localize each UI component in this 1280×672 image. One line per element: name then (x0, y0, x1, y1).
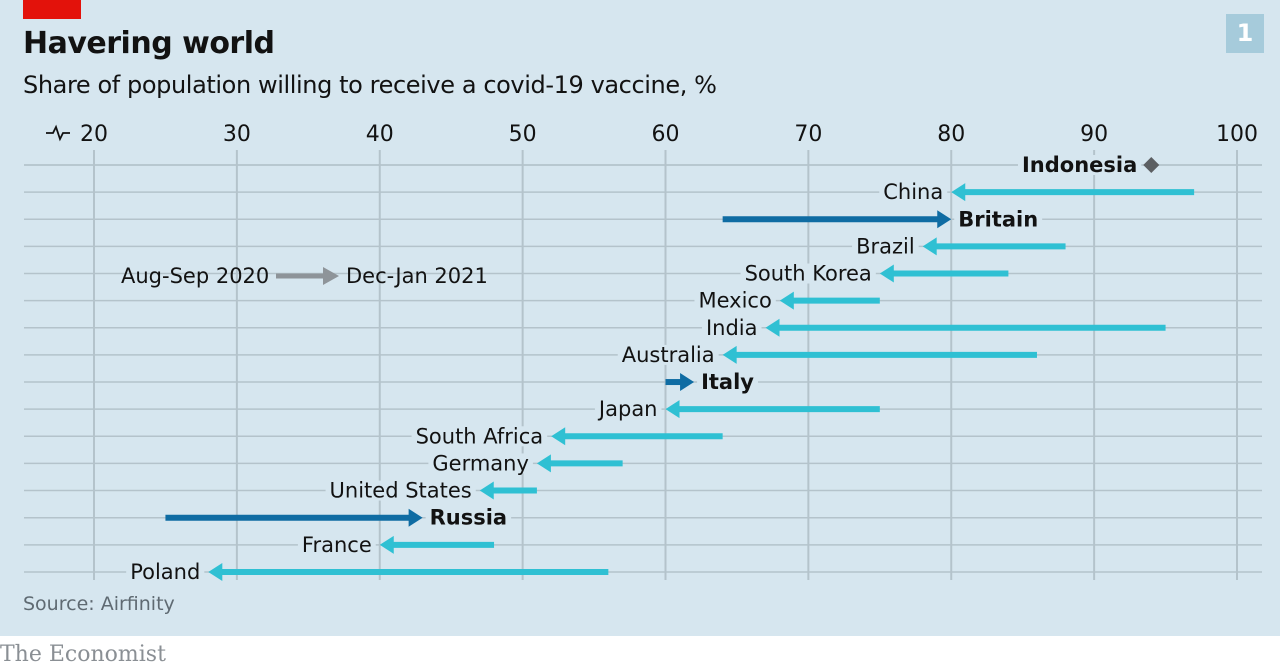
data-point-diamond (1143, 157, 1160, 173)
legend: Aug-Sep 2020 Dec-Jan 2021 (121, 264, 488, 288)
row-south-korea: South Korea (740, 262, 1009, 286)
row-japan: Japan (594, 397, 880, 421)
chart-title: Havering world (23, 26, 275, 61)
arrow-head-icon (551, 427, 566, 446)
country-label: United States (330, 479, 472, 503)
arrow-head-icon (937, 210, 952, 229)
x-tick-label: 60 (652, 122, 680, 147)
country-label: India (706, 316, 758, 340)
label-background (297, 534, 376, 555)
label-background (1017, 155, 1142, 175)
x-tick-label: 50 (509, 122, 537, 147)
country-label: Germany (432, 451, 529, 475)
brand-red-bar (23, 0, 81, 19)
country-label: Indonesia (1022, 153, 1137, 177)
x-tick-label: 30 (223, 122, 251, 147)
row-britain: Britain (722, 207, 1043, 231)
arrow-head-icon (951, 183, 966, 202)
label-background (126, 561, 205, 582)
country-label: Mexico (698, 289, 771, 313)
country-label: China (883, 180, 943, 204)
arrow-head-icon (922, 237, 937, 256)
label-background (594, 399, 662, 420)
source-note: Source: Airfinity (23, 593, 175, 615)
chart-subtitle: Share of population willing to receive a… (23, 71, 717, 99)
row-poland: Poland (126, 560, 609, 584)
row-mexico: Mexico (694, 289, 880, 313)
x-tick-label: 40 (366, 122, 394, 147)
x-tick-label: 80 (937, 122, 965, 147)
arrow-head-icon (722, 345, 737, 364)
label-background (954, 209, 1043, 230)
arrow-head-icon (379, 535, 394, 554)
arrow-head-icon (879, 264, 894, 283)
country-label: Poland (130, 560, 200, 584)
row-france: France (297, 533, 495, 557)
row-china: China (879, 180, 1195, 204)
row-italy: Italy (665, 370, 758, 394)
row-south-africa: South Africa (411, 424, 723, 448)
label-background (701, 317, 762, 338)
label-background (617, 344, 719, 365)
arrow-chart: Aug-Sep 2020 Dec-Jan 2021 20 30 40 50 60 70 80… (24, 122, 1262, 584)
legend-arrow-icon (323, 267, 339, 285)
country-label: France (302, 533, 372, 557)
row-australia: Australia (617, 343, 1037, 367)
country-label: Britain (958, 207, 1038, 231)
arrow-head-icon (536, 454, 551, 473)
label-background (852, 236, 919, 257)
country-label: Brazil (856, 234, 915, 258)
chart-number-badge: 1 (1226, 14, 1264, 53)
arrow-head-icon (779, 291, 794, 310)
x-tick-label: 90 (1080, 122, 1108, 147)
publisher-logo: The Economist (0, 642, 166, 667)
axis-break-icon (46, 124, 70, 142)
label-background (879, 182, 948, 203)
legend-from-label: Aug-Sep 2020 (121, 264, 269, 288)
x-tick-label: 100 (1216, 122, 1258, 147)
country-label: Italy (701, 370, 754, 394)
row-india: India (701, 316, 1166, 340)
label-background (694, 290, 776, 311)
label-background (425, 507, 512, 528)
country-label: South Korea (745, 262, 872, 286)
label-background (740, 263, 876, 284)
country-label: Russia (430, 506, 508, 530)
arrow-head-icon (208, 562, 223, 581)
label-background (697, 372, 758, 393)
row-indonesia: Indonesia (1017, 153, 1160, 177)
country-label: Australia (622, 343, 715, 367)
legend-to-label: Dec-Jan 2021 (346, 264, 488, 288)
label-background (411, 426, 548, 447)
arrow-head-icon (408, 508, 423, 527)
x-tick-label: 20 (80, 122, 108, 147)
country-label: South Africa (416, 424, 544, 448)
row-brazil: Brazil (852, 234, 1066, 258)
arrow-head-icon (479, 481, 494, 500)
label-background (325, 480, 476, 501)
row-russia: Russia (165, 506, 512, 530)
row-united-states: United States (325, 479, 537, 503)
arrow-head-icon (680, 373, 695, 392)
row-germany: Germany (428, 451, 623, 475)
arrow-head-icon (765, 318, 780, 337)
arrow-head-icon (665, 400, 680, 419)
country-label: Japan (597, 397, 658, 421)
x-tick-label: 70 (794, 122, 822, 147)
chart-panel (0, 0, 1280, 636)
label-background (428, 453, 533, 474)
